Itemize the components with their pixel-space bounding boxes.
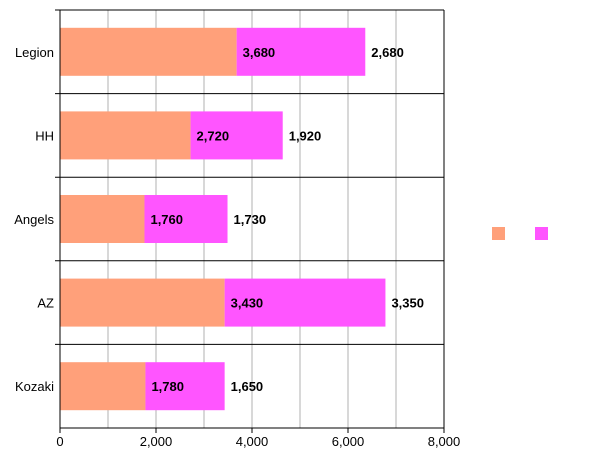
bar-az-series-1 xyxy=(60,278,225,327)
bars xyxy=(60,27,386,411)
bar-angels-series-1 xyxy=(60,195,145,243)
bar-angels-series-2 xyxy=(144,195,228,243)
data-label-series-2: 2,680 xyxy=(371,45,404,60)
bar-legion-series-1 xyxy=(60,27,237,76)
legend xyxy=(492,227,548,240)
x-tick-label: 0 xyxy=(56,434,63,449)
x-axis: 0 2,000 4,000 6,000 8,000 xyxy=(56,428,460,449)
data-label-series-1: 3,680 xyxy=(243,45,276,60)
data-label-series-1: 1,780 xyxy=(151,379,184,394)
plot-area: 3,680 2,680 2,720 1,920 1,760 1,730 3,430 3,350… xyxy=(55,9,445,429)
x-tick-label: 4,000 xyxy=(236,434,269,449)
category-label: Kozaki xyxy=(15,379,54,394)
data-label-series-1: 2,720 xyxy=(197,128,230,143)
data-label-series-2: 1,920 xyxy=(289,128,322,143)
x-tick-label: 6,000 xyxy=(332,434,365,449)
legend-swatch-series-2 xyxy=(535,227,548,240)
data-label-series-2: 1,730 xyxy=(234,212,267,227)
data-label-series-2: 3,350 xyxy=(391,296,424,311)
category-separators xyxy=(55,9,444,345)
category-label: Legion xyxy=(15,45,54,60)
data-labels: 3,680 2,680 2,720 1,920 1,760 1,730 3,430 3,350… xyxy=(150,45,424,394)
legend-swatch-series-1 xyxy=(492,227,505,240)
y-axis: Legion HH Angels AZ Kozaki xyxy=(14,45,54,394)
bar-hh-series-1 xyxy=(60,111,191,160)
bar-hh-series-2 xyxy=(190,111,283,160)
bar-legion-series-2 xyxy=(236,27,366,76)
category-label: AZ xyxy=(37,296,54,311)
category-label: HH xyxy=(35,128,54,143)
bar-az-series-2 xyxy=(224,278,386,327)
x-tick-label: 8,000 xyxy=(428,434,461,449)
x-tick-label: 2,000 xyxy=(140,434,173,449)
data-label-series-1: 1,760 xyxy=(150,212,183,227)
data-label-series-2: 1,650 xyxy=(231,379,264,394)
bar-kozaki-series-1 xyxy=(60,362,146,411)
category-label: Angels xyxy=(14,212,54,227)
bar-kozaki-series-2 xyxy=(145,362,225,411)
data-label-series-1: 3,430 xyxy=(231,296,264,311)
